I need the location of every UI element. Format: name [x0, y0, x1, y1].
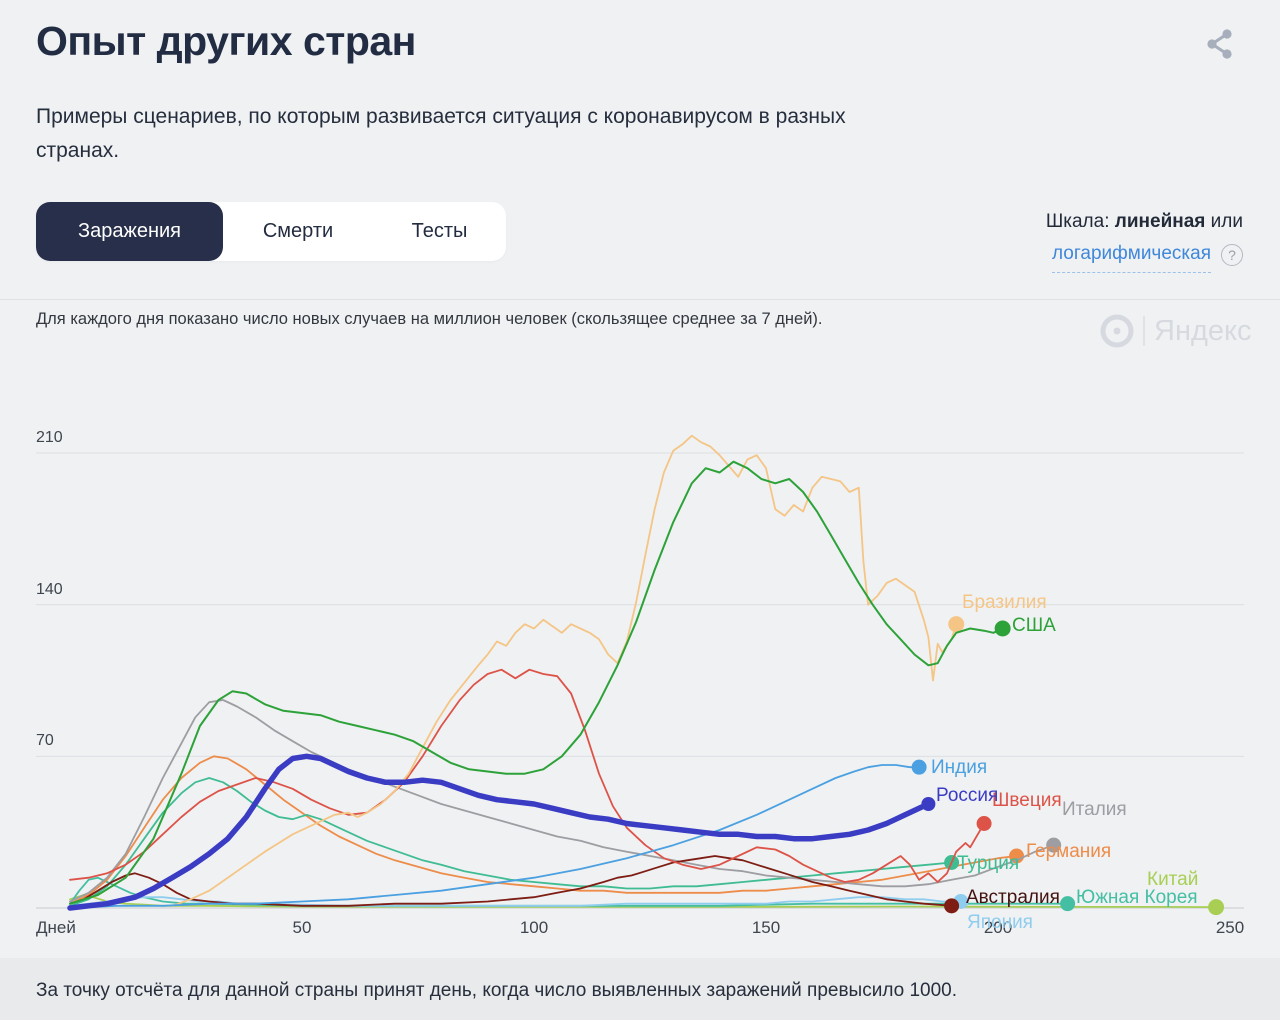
page-subtitle: Примеры сценариев, по которым развиваетс…	[36, 105, 846, 163]
scale-log-link[interactable]: логарифмическая	[1052, 238, 1211, 273]
series-end-dot-Швеция	[976, 815, 992, 831]
country-label-Италия: Италия	[1062, 799, 1127, 820]
x-tick-200: 200	[983, 918, 1013, 937]
series-line-Япония	[69, 896, 962, 907]
series-end-dot-Германия	[1009, 848, 1025, 864]
scale-link-row: логарифмическая ?	[1046, 238, 1243, 273]
scale-prefix: Шкала:	[1045, 211, 1110, 232]
section-divider	[0, 299, 1280, 300]
watermark-text: Яндекс	[1154, 314, 1252, 347]
country-label-Австралия: Австралия	[966, 887, 1060, 908]
country-label-Китай: Китай	[1147, 869, 1199, 890]
country-label-Южная Корея: Южная Корея	[1076, 887, 1198, 908]
share-icon[interactable]	[1202, 26, 1238, 62]
x-tick-150: 150	[751, 918, 781, 937]
help-question-icon[interactable]: ?	[1221, 244, 1243, 267]
series-line-Италия	[69, 699, 1055, 903]
y-tick-140: 140	[36, 580, 63, 598]
tab-bar: Заражения Смерти Тесты	[36, 202, 506, 261]
chart-note: Для каждого дня показано число новых слу…	[36, 310, 823, 328]
series-line-Индия	[69, 764, 920, 909]
yandex-target-icon	[1100, 314, 1134, 348]
bottom-section-background	[0, 958, 1280, 1020]
series-end-dot-Китай	[1208, 899, 1225, 916]
series-line-Турция	[69, 777, 953, 907]
country-label-США: США	[1012, 615, 1056, 636]
tab-infections[interactable]: Заражения	[36, 202, 223, 261]
y-tick-70: 70	[36, 732, 54, 750]
page-title: Опыт других стран	[36, 18, 416, 64]
x-tick-100: 100	[519, 918, 549, 937]
series-end-dot-Южная Корея	[1060, 896, 1076, 912]
country-label-Россия: Россия	[936, 785, 999, 806]
series-end-dot-Австралия	[944, 898, 960, 914]
series-line-США	[69, 460, 1004, 905]
yandex-watermark: Яндекс	[1100, 314, 1252, 348]
country-label-Индия: Индия	[931, 757, 988, 778]
series-line-Австралия	[69, 855, 953, 907]
series-line-Бразилия	[171, 434, 958, 907]
country-label-Япония: Япония	[967, 912, 1033, 933]
tab-tests[interactable]: Тесты	[411, 220, 468, 242]
scale-control: Шкала: линейная или логарифмическая ?	[1046, 206, 1243, 273]
series-end-dot-Бразилия	[948, 616, 965, 633]
country-label-Бразилия: Бразилия	[962, 592, 1047, 613]
x-tick-50: 50	[292, 918, 312, 937]
watermark-separator	[1143, 316, 1145, 346]
scale-selected: линейная	[1114, 211, 1206, 232]
series-line-Швеция	[69, 668, 985, 883]
x-axis-label: Дней	[36, 918, 76, 937]
country-label-Турция: Турция	[957, 853, 1020, 874]
scale-current-row: Шкала: линейная или	[1046, 206, 1243, 238]
x-tick-250: 250	[1215, 918, 1245, 937]
scale-conjunction: или	[1210, 211, 1243, 232]
series-end-dot-Индия	[911, 759, 927, 775]
series-end-dot-Россия	[921, 796, 936, 811]
country-label-Швеция: Швеция	[992, 790, 1062, 811]
y-tick-210: 210	[36, 428, 63, 446]
series-end-dot-Италия	[1046, 837, 1062, 853]
chart-footnote: За точку отсчёта для данной страны приня…	[36, 980, 958, 1001]
series-line-Россия	[67, 753, 932, 911]
country-label-Германия: Германия	[1026, 841, 1112, 862]
tab-deaths[interactable]: Смерти	[262, 220, 334, 242]
series-end-dot-США	[994, 620, 1011, 637]
